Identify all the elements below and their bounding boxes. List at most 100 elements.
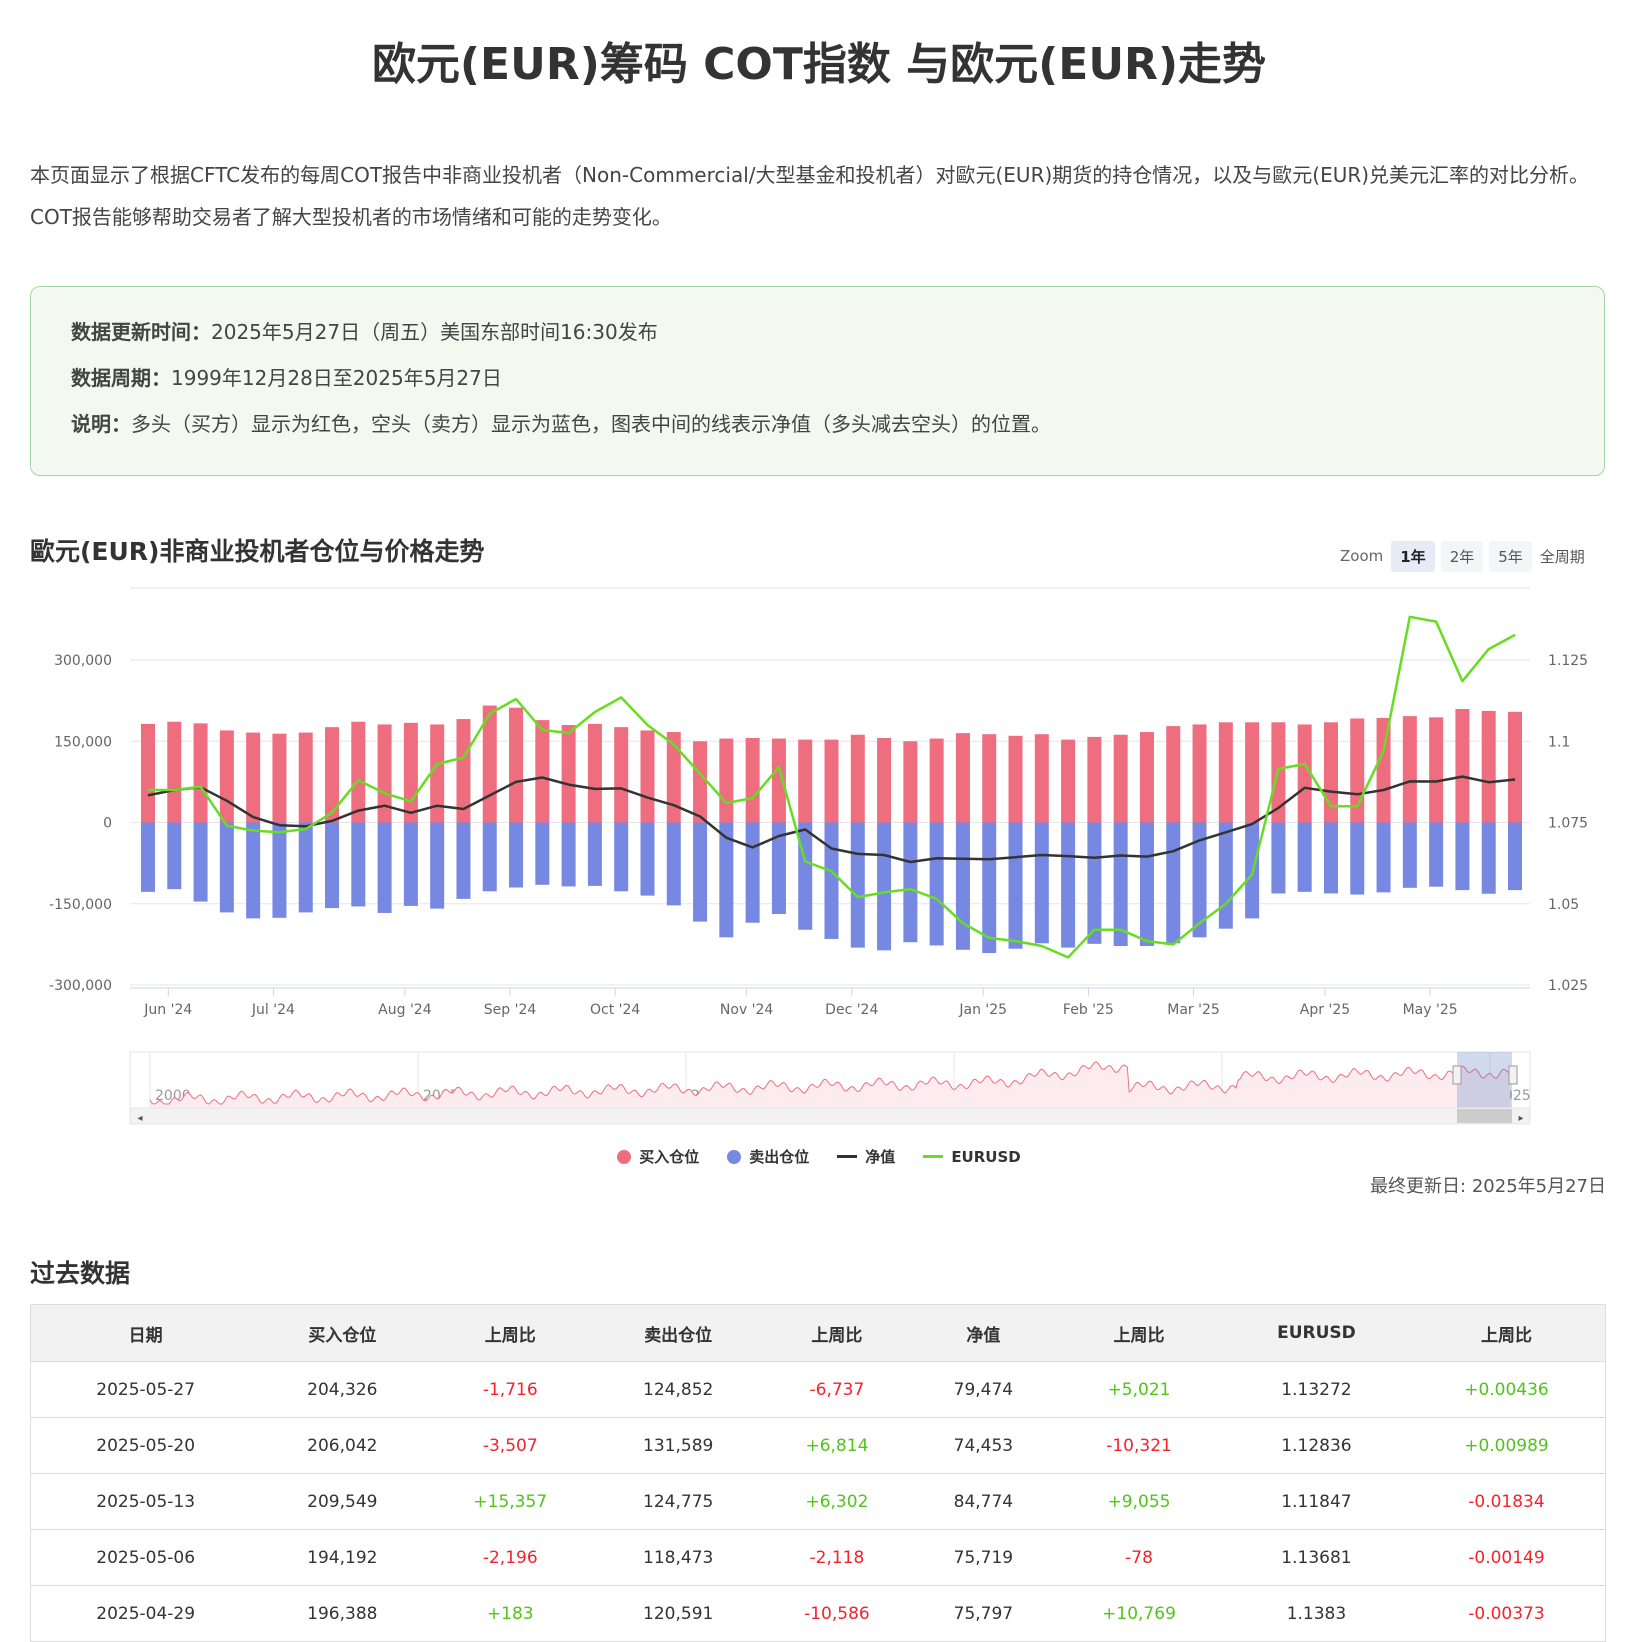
short-bar[interactable] — [1035, 823, 1049, 944]
short-bar[interactable] — [456, 823, 470, 899]
long-bar[interactable] — [956, 733, 970, 822]
long-bar[interactable] — [1114, 735, 1128, 823]
legend-item-net[interactable]: 净值 — [837, 1146, 895, 1167]
scroll-right-arrow[interactable]: ▸ — [1518, 1113, 1523, 1124]
long-bar[interactable] — [851, 735, 865, 823]
navigator-scrollbar[interactable] — [130, 1108, 1530, 1124]
long-bar[interactable] — [588, 724, 602, 823]
short-bar[interactable] — [1219, 823, 1233, 929]
long-bar[interactable] — [562, 725, 576, 823]
long-bar[interactable] — [614, 727, 628, 822]
short-bar[interactable] — [430, 823, 444, 909]
short-bar[interactable] — [746, 823, 760, 923]
long-bar[interactable] — [1087, 737, 1101, 823]
long-bar[interactable] — [1245, 722, 1259, 822]
short-bar[interactable] — [982, 823, 996, 954]
short-bar[interactable] — [667, 823, 681, 906]
legend-item-long[interactable]: 买入仓位 — [617, 1146, 699, 1167]
short-bar[interactable] — [1324, 823, 1338, 894]
long-bar[interactable] — [640, 730, 654, 822]
long-bar[interactable] — [930, 739, 944, 823]
short-bar[interactable] — [272, 823, 286, 918]
short-bar[interactable] — [562, 823, 576, 887]
long-bar[interactable] — [1140, 732, 1154, 822]
long-bar[interactable] — [1455, 709, 1469, 823]
long-bar[interactable] — [798, 740, 812, 823]
short-bar[interactable] — [483, 823, 497, 892]
short-bar[interactable] — [246, 823, 260, 919]
short-bar[interactable] — [1087, 823, 1101, 944]
short-bar[interactable] — [798, 823, 812, 930]
short-bar[interactable] — [535, 823, 549, 885]
short-bar[interactable] — [1350, 823, 1364, 895]
scroll-left-arrow[interactable]: ◂ — [137, 1113, 142, 1124]
legend-item-eurusd[interactable]: EURUSD — [923, 1146, 1020, 1167]
long-bar[interactable] — [1429, 717, 1443, 822]
long-bar[interactable] — [404, 723, 418, 823]
long-bar[interactable] — [1324, 722, 1338, 822]
long-bar[interactable] — [1193, 724, 1207, 822]
short-bar[interactable] — [1455, 823, 1469, 891]
long-bar[interactable] — [535, 720, 549, 822]
long-bar[interactable] — [141, 724, 155, 823]
long-bar[interactable] — [1403, 716, 1417, 822]
long-bar[interactable] — [903, 741, 917, 822]
long-bar[interactable] — [719, 739, 733, 823]
long-bar[interactable] — [1009, 736, 1023, 823]
long-bar[interactable] — [194, 723, 208, 822]
short-bar[interactable] — [1009, 823, 1023, 949]
long-bar[interactable] — [825, 740, 839, 823]
short-bar[interactable] — [825, 823, 839, 939]
short-bar[interactable] — [1140, 823, 1154, 947]
long-bar[interactable] — [693, 741, 707, 822]
short-bar[interactable] — [1508, 823, 1522, 891]
scrollbar-thumb[interactable] — [1457, 1109, 1512, 1123]
long-bar[interactable] — [351, 722, 365, 823]
long-bar[interactable] — [1166, 726, 1180, 822]
short-bar[interactable] — [194, 823, 208, 902]
short-bar[interactable] — [903, 823, 917, 943]
legend-item-short[interactable]: 卖出仓位 — [727, 1146, 809, 1167]
short-bar[interactable] — [1482, 823, 1496, 894]
long-bar[interactable] — [1219, 722, 1233, 822]
short-bar[interactable] — [851, 823, 865, 948]
short-bar[interactable] — [1377, 823, 1391, 893]
short-bar[interactable] — [1298, 823, 1312, 892]
long-bar[interactable] — [167, 722, 181, 823]
long-bar[interactable] — [877, 738, 891, 823]
short-bar[interactable] — [588, 823, 602, 886]
long-bar[interactable] — [1482, 711, 1496, 823]
zoom-all-button[interactable]: 全周期 — [1538, 541, 1587, 572]
zoom-1y-button[interactable]: 1年 — [1391, 541, 1434, 572]
long-bar[interactable] — [1508, 712, 1522, 823]
short-bar[interactable] — [378, 823, 392, 913]
long-bar[interactable] — [220, 730, 234, 822]
short-bar[interactable] — [404, 823, 418, 906]
navigator-handle-left[interactable] — [1453, 1066, 1461, 1084]
short-bar[interactable] — [1114, 823, 1128, 947]
navigator-handle-right[interactable] — [1509, 1066, 1517, 1084]
short-bar[interactable] — [141, 823, 155, 892]
long-bar[interactable] — [509, 708, 523, 823]
short-bar[interactable] — [351, 823, 365, 907]
short-bar[interactable] — [325, 823, 339, 909]
long-bar[interactable] — [272, 734, 286, 823]
short-bar[interactable] — [1429, 823, 1443, 887]
short-bar[interactable] — [1271, 823, 1285, 894]
short-bar[interactable] — [220, 823, 234, 913]
short-bar[interactable] — [299, 823, 313, 913]
short-bar[interactable] — [1166, 823, 1180, 944]
short-bar[interactable] — [877, 823, 891, 951]
short-bar[interactable] — [1061, 823, 1075, 948]
zoom-2y-button[interactable]: 2年 — [1441, 541, 1484, 572]
short-bar[interactable] — [614, 823, 628, 892]
short-bar[interactable] — [930, 823, 944, 946]
short-bar[interactable] — [956, 823, 970, 950]
long-bar[interactable] — [1377, 718, 1391, 823]
long-bar[interactable] — [1061, 740, 1075, 823]
short-bar[interactable] — [167, 823, 181, 890]
long-bar[interactable] — [246, 733, 260, 823]
long-bar[interactable] — [746, 738, 760, 823]
short-bar[interactable] — [1403, 823, 1417, 888]
long-bar[interactable] — [299, 733, 313, 823]
